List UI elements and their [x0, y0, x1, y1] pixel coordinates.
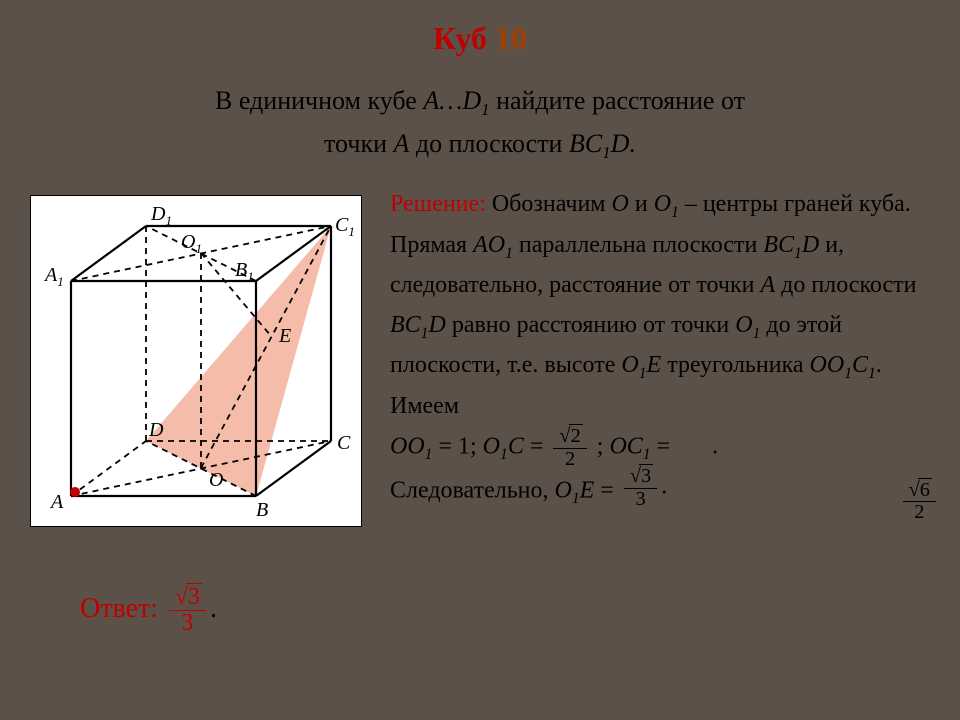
sol-var: O: [554, 478, 571, 504]
sol-text: ;: [597, 434, 610, 460]
sol-var: OO: [810, 352, 845, 378]
sol-text: =: [651, 434, 677, 460]
sol-sub: 1: [500, 446, 508, 463]
problem-plane: BC: [569, 129, 602, 158]
problem-cube-name: A…D: [423, 86, 481, 115]
sol-var: O: [612, 191, 629, 217]
svg-text:D1: D1: [150, 203, 172, 228]
sol-text: треугольника: [661, 352, 809, 378]
sol-text: равно расстоянию от точки: [446, 312, 735, 338]
frac-num: 6: [918, 478, 932, 501]
frac-sqrt3-over-3-inline: 33.: [620, 466, 667, 510]
title-word: Куб: [433, 20, 487, 56]
label-d: D: [148, 419, 164, 441]
sol-sub: 1: [868, 365, 876, 382]
sol-text: до плоскости: [775, 272, 916, 298]
answer-dot: .: [210, 593, 217, 624]
solution-label: Решение:: [390, 191, 486, 217]
frac-sqrt2-over-2: 22: [553, 426, 586, 470]
svg-text:C1: C1: [335, 214, 355, 239]
answer-block: Ответ: 3 3 .: [80, 585, 217, 636]
sol-var: E: [647, 352, 662, 378]
sol-var: BC: [763, 232, 794, 258]
frac-sqrt6-over-2: 62: [899, 480, 940, 524]
svg-text:B1: B1: [235, 259, 254, 284]
frac-num: 3: [639, 464, 653, 487]
label-c1: C: [335, 214, 349, 236]
problem-text: до плоскости: [409, 129, 569, 158]
sol-var: C: [852, 352, 868, 378]
solution-text: Решение: Обозначим O и O1 – центры гране…: [390, 185, 930, 514]
sol-var: D: [802, 232, 819, 258]
label-o: O: [209, 469, 223, 491]
problem-sub: 1: [481, 100, 489, 119]
sol-sub: 1: [844, 365, 852, 382]
label-c: C: [337, 432, 351, 454]
sol-text: =: [524, 434, 550, 460]
frac-den: 2: [903, 502, 936, 523]
label-e: E: [278, 325, 291, 347]
problem-sub: 1: [602, 143, 610, 162]
sol-sub: 1: [643, 446, 651, 463]
sol-var: D: [428, 312, 445, 338]
sol-text: и: [629, 191, 654, 217]
svg-text:O1: O1: [181, 231, 202, 256]
label-a: A: [49, 491, 64, 513]
sol-var: O: [735, 312, 752, 338]
problem-statement: В единичном кубе A…D1 найдите расстояние…: [50, 80, 910, 166]
sol-var: C: [508, 434, 524, 460]
label-b: B: [256, 499, 268, 521]
problem-plane-d: D.: [611, 129, 636, 158]
label-o1: O: [181, 231, 195, 253]
sol-var: AO: [473, 232, 505, 258]
answer-fraction: 3 3: [169, 585, 206, 636]
sol-sub: 1: [794, 244, 802, 261]
vertex-labels: A B C D A1 B1 C1 D1 O O1 E: [43, 203, 355, 521]
point-a-marker: [70, 487, 80, 497]
slide-title: Куб 10: [0, 20, 960, 57]
sol-var: BC: [390, 312, 421, 338]
frac-den: 3: [624, 489, 657, 510]
sol-sub: 1: [639, 365, 647, 382]
sol-var: O: [621, 352, 638, 378]
problem-text: найдите расстояние от: [490, 86, 745, 115]
frac-num: 3: [186, 583, 202, 610]
sol-var: OC: [609, 434, 642, 460]
sol-text: =: [594, 478, 620, 504]
sol-text: Обозначим: [486, 191, 612, 217]
sol-sub: 1: [505, 244, 513, 261]
frac-den: 2: [553, 449, 586, 470]
cube-svg: A B C D A1 B1 C1 D1 O O1 E: [31, 196, 361, 526]
label-d1: D: [150, 203, 166, 225]
title-number: 10: [495, 20, 527, 56]
sol-var: O: [654, 191, 671, 217]
sol-sub: 1: [671, 204, 679, 221]
sol-text: Следовательно,: [390, 478, 554, 504]
cube-diagram: A B C D A1 B1 C1 D1 O O1 E: [30, 195, 362, 527]
sol-sub: 1: [572, 490, 580, 507]
problem-point: A: [394, 129, 410, 158]
sol-text: = 1;: [432, 434, 482, 460]
sol-var: A: [760, 272, 775, 298]
svg-text:D: D: [148, 419, 164, 441]
sol-var: O: [483, 434, 500, 460]
sol-text: параллельна плоскости: [513, 232, 763, 258]
problem-text: В единичном кубе: [215, 86, 423, 115]
sol-var: OO: [390, 434, 425, 460]
frac-den: 3: [169, 611, 206, 636]
label-a1: A: [43, 264, 58, 286]
svg-text:A1: A1: [43, 264, 64, 289]
label-b1: B: [235, 259, 247, 281]
sol-var: E: [580, 478, 595, 504]
frac-num: 2: [569, 424, 583, 447]
problem-text: точки: [324, 129, 393, 158]
answer-label: Ответ:: [80, 593, 158, 624]
